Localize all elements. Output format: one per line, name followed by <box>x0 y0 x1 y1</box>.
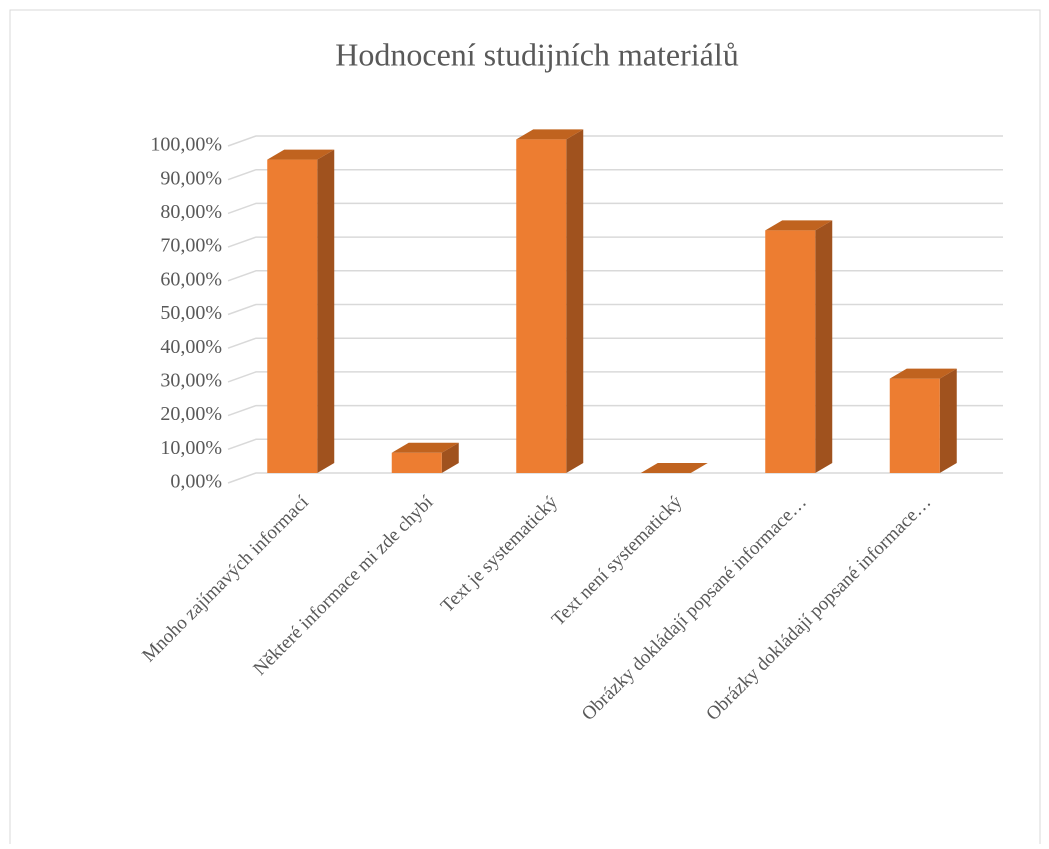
grid-line <box>227 168 1003 181</box>
bar-side <box>441 442 459 473</box>
y-tick-label: 50,00% <box>160 302 222 324</box>
grid-line <box>227 270 1003 282</box>
bar-side <box>939 368 957 473</box>
y-tick-label: 30,00% <box>160 369 222 391</box>
grid-line <box>227 236 1003 248</box>
y-tick-label: 20,00% <box>160 403 222 425</box>
y-tick-label: 80,00% <box>160 201 222 223</box>
y-tick-label: 100,00% <box>150 134 222 156</box>
grid-line <box>227 135 1003 147</box>
bar-top <box>640 463 708 473</box>
bar-top <box>516 129 584 140</box>
bar <box>765 230 816 473</box>
grid-line <box>227 303 1003 316</box>
grid-line <box>227 472 1003 484</box>
bar-side <box>317 149 335 473</box>
y-tick-label: 60,00% <box>160 268 222 290</box>
bar <box>516 139 567 473</box>
y-tick-label: 70,00% <box>160 235 222 257</box>
y-tick-label: 0,00% <box>170 471 222 493</box>
grid-line <box>227 371 1003 383</box>
bar-top <box>391 442 459 453</box>
grid-line <box>227 337 1003 349</box>
bar-side <box>815 220 833 473</box>
y-tick-label: 40,00% <box>160 336 222 358</box>
bar-top <box>889 368 957 379</box>
bar-side <box>566 129 584 473</box>
bar <box>391 452 442 473</box>
y-tick-label: 90,00% <box>160 167 222 189</box>
bar-top <box>765 220 833 231</box>
grid-line <box>227 202 1003 215</box>
bar <box>267 159 318 473</box>
grid-line <box>227 438 1003 451</box>
chart-title: Hodnocení studijních materiálů <box>335 36 738 72</box>
bar <box>889 378 940 473</box>
bar-top <box>267 149 335 160</box>
grid-line <box>227 404 1003 417</box>
y-tick-label: 10,00% <box>160 437 222 459</box>
